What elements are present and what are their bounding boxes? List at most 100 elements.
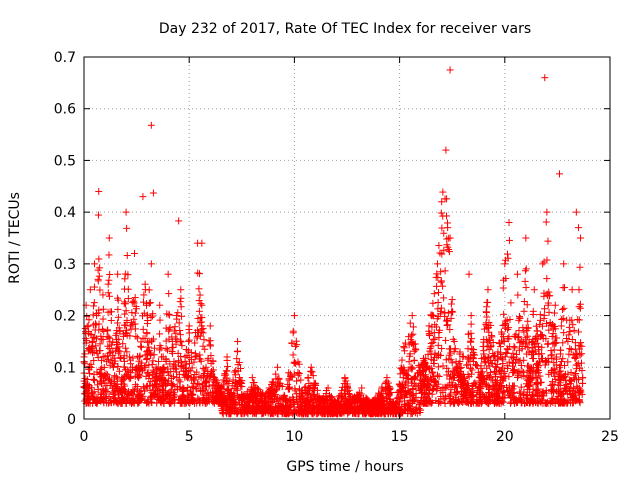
data-point [484,381,492,389]
data-point [443,364,451,372]
data-point [410,340,418,348]
data-point [485,319,493,327]
data-point [143,355,151,363]
data-point [173,374,181,382]
data-point [470,358,478,366]
data-point [243,393,251,401]
data-point [192,385,200,393]
data-point [238,410,246,418]
data-point [456,358,464,366]
data-point [251,409,259,417]
data-point [226,409,234,417]
data-point [234,337,242,345]
data-point [143,312,151,320]
data-point [222,395,230,403]
data-point [230,398,238,406]
data-point [433,282,441,290]
data-point [398,392,406,400]
data-point [227,402,235,410]
data-point [83,323,91,331]
data-point [123,348,131,356]
data-point [90,299,98,307]
data-point [484,372,492,380]
data-point [497,343,505,351]
data-point [409,330,417,338]
data-point [343,399,351,407]
data-point [535,350,543,358]
data-point [442,336,450,344]
data-point [124,295,132,303]
data-point [415,405,423,413]
data-point [185,322,193,330]
data-point [488,359,496,367]
data-point [482,336,490,344]
data-point [500,388,508,396]
data-point [475,383,483,391]
data-point [430,290,438,298]
data-point [572,208,580,216]
y-tick-label: 0.2 [54,309,76,325]
data-point [265,405,273,413]
data-point [438,277,446,285]
data-point [578,390,586,398]
data-point [311,380,319,388]
data-point [193,368,201,376]
data-point [281,409,289,417]
data-point [447,398,455,406]
data-point [432,323,440,331]
data-point [257,389,265,397]
data-point [567,393,575,401]
data-point [427,311,435,319]
data-point [89,311,97,319]
data-point [101,353,109,361]
data-point [443,195,451,203]
data-point [441,393,449,401]
data-point [465,391,473,399]
data-point [430,372,438,380]
data-point [417,363,425,371]
data-point [119,340,127,348]
data-point [99,291,107,299]
data-point [446,392,454,400]
data-point [88,349,96,357]
data-point [197,314,205,322]
data-point [544,340,552,348]
data-point [565,331,573,339]
data-point [219,409,227,417]
data-point [160,363,168,371]
data-point [538,331,546,339]
data-point [459,378,467,386]
data-point [359,407,367,415]
data-point [159,353,167,361]
y-tick-label: 0.4 [54,205,76,221]
data-point [217,390,225,398]
data-point [554,372,562,380]
data-point [293,377,301,385]
data-point [490,352,498,360]
data-point [467,370,475,378]
data-point [548,332,556,340]
data-point [194,269,202,277]
data-point [105,292,113,300]
data-point [542,218,550,226]
data-point [126,332,134,340]
data-point [96,286,104,294]
data-point [468,366,476,374]
data-point [434,274,442,282]
data-point [139,325,147,333]
data-point [479,368,487,376]
data-point [312,399,320,407]
data-point [358,406,366,414]
data-point [456,348,464,356]
data-point [275,374,283,382]
data-point [307,367,315,375]
data-point [115,335,123,343]
data-point [110,360,118,368]
data-point [202,363,210,371]
data-point [444,219,452,227]
data-point [94,275,102,283]
data-point [268,410,276,418]
data-point [504,335,512,343]
data-point [117,354,125,362]
data-point [118,394,126,402]
